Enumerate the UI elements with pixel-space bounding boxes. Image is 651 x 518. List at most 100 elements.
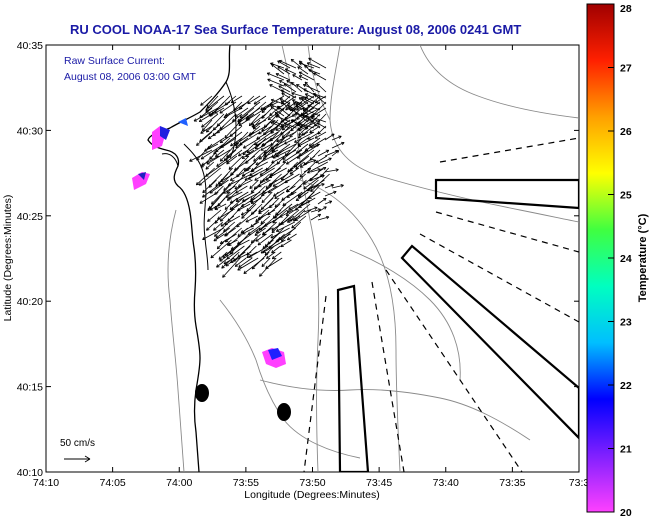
current-vector xyxy=(308,69,321,75)
current-vector xyxy=(271,221,284,234)
current-vector xyxy=(278,215,289,226)
current-vector xyxy=(231,95,243,104)
current-vector xyxy=(272,120,291,129)
current-vector xyxy=(286,191,297,198)
current-vector xyxy=(265,161,275,171)
current-vector xyxy=(241,209,252,216)
current-vector xyxy=(271,63,285,75)
current-vector xyxy=(205,161,215,170)
current-vector xyxy=(236,209,258,228)
current-vector xyxy=(262,173,276,182)
current-vector xyxy=(317,206,327,213)
colorbar-label: Temperature (°C) xyxy=(637,213,649,302)
current-vector xyxy=(230,167,251,181)
current-vector xyxy=(258,203,275,215)
current-vector xyxy=(261,137,273,147)
current-vector xyxy=(317,216,330,221)
current-vector xyxy=(268,173,288,186)
current-vector xyxy=(285,185,296,192)
current-vector xyxy=(200,143,225,160)
current-vector xyxy=(206,149,231,165)
current-vector xyxy=(193,107,219,122)
current-vector xyxy=(314,113,327,127)
current-vector xyxy=(284,137,297,145)
current-vector xyxy=(243,257,265,274)
colorbar-tick-label: 23 xyxy=(620,317,632,329)
scale-vector-arrow xyxy=(64,455,91,463)
current-vector xyxy=(235,185,248,194)
current-vector xyxy=(228,191,243,200)
current-vector xyxy=(295,191,309,201)
current-vector xyxy=(207,209,222,222)
current-vector xyxy=(219,251,234,262)
current-vector xyxy=(296,143,309,154)
current-vector xyxy=(310,213,321,221)
buoy-marker xyxy=(277,403,291,421)
disposal-areas xyxy=(336,178,579,472)
current-vector xyxy=(314,131,327,139)
current-vector xyxy=(206,215,223,231)
current-vector xyxy=(224,119,243,139)
current-vector xyxy=(281,95,291,105)
current-vector xyxy=(303,84,321,93)
current-vector xyxy=(223,107,243,118)
current-vector xyxy=(287,161,299,173)
colorbar-ticks: 28 27 26 25 24 23 22 21 20 xyxy=(608,3,632,518)
current-vector xyxy=(224,227,236,237)
current-vector xyxy=(286,149,309,165)
current-vector xyxy=(285,68,297,75)
current-vector xyxy=(198,167,221,186)
current-vector xyxy=(310,175,325,181)
current-vector xyxy=(200,95,213,106)
current-vector xyxy=(283,83,297,93)
current-vector xyxy=(238,119,249,126)
current-vector xyxy=(254,227,266,236)
current-vector xyxy=(264,137,279,154)
current-vector xyxy=(205,95,225,111)
current-vector xyxy=(261,107,273,119)
current-vector xyxy=(218,173,228,185)
current-vector xyxy=(237,107,255,123)
sst-patches xyxy=(132,118,286,368)
current-vector xyxy=(265,257,283,269)
current-vector xyxy=(258,125,273,135)
current-vector xyxy=(225,101,249,117)
current-vector xyxy=(237,227,248,237)
current-vector xyxy=(248,125,267,137)
current-vector xyxy=(324,191,337,197)
current-vector xyxy=(277,66,291,75)
current-vector xyxy=(246,251,258,258)
current-vector xyxy=(226,155,238,165)
current-vector xyxy=(239,101,261,119)
current-vector xyxy=(256,221,272,234)
current-vector xyxy=(263,119,279,136)
x-tick-labels: 74:10 74:05 74:00 73:55 73:50 73:45 73:40 73:35… xyxy=(33,477,590,489)
current-vector xyxy=(253,149,267,162)
current-vector xyxy=(213,233,225,242)
current-vector xyxy=(209,179,229,194)
current-vector xyxy=(316,82,327,93)
current-vector xyxy=(282,191,303,206)
current-vector xyxy=(251,203,263,215)
current-vector xyxy=(252,119,261,129)
current-vector xyxy=(246,191,267,212)
current-vector xyxy=(220,131,243,148)
current-vector xyxy=(225,221,242,236)
current-vector xyxy=(285,203,305,217)
surface-current-vectors xyxy=(189,57,345,278)
current-vector xyxy=(294,131,315,143)
colorbar-tick-label: 27 xyxy=(620,63,632,75)
current-vector xyxy=(237,203,251,212)
current-vector xyxy=(226,245,245,260)
current-vector xyxy=(199,191,219,204)
current-vector xyxy=(303,168,311,173)
y-tick-label: 40:15 xyxy=(17,382,43,394)
current-vector xyxy=(301,113,321,123)
bathymetry-contours xyxy=(167,45,579,472)
current-vector xyxy=(324,133,335,141)
current-vector xyxy=(267,78,285,87)
current-vector xyxy=(297,113,315,127)
y-tick-label: 40:20 xyxy=(17,296,43,308)
current-vector xyxy=(267,107,285,121)
